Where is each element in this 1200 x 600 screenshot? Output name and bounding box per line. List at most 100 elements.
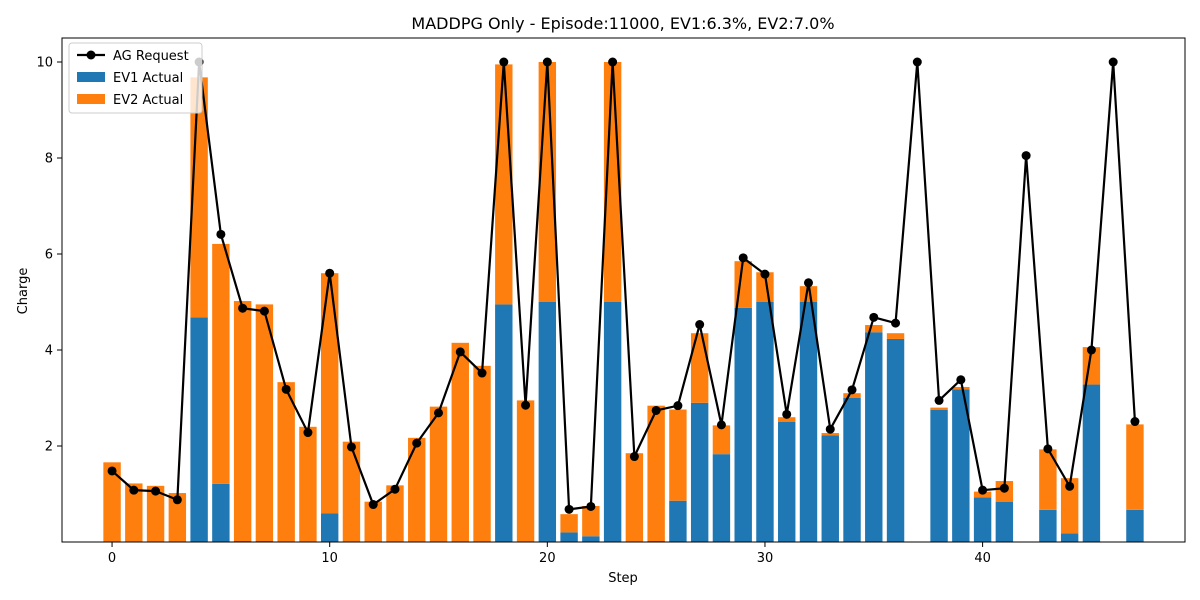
ag-request-point: [999, 483, 1009, 493]
ag-request-point: [825, 424, 835, 434]
bar-ev2: [930, 407, 948, 410]
bar-ev2: [886, 333, 905, 339]
ag-request-point: [847, 385, 857, 395]
ag-request-point: [129, 485, 139, 495]
ag-request-point: [782, 409, 792, 419]
bar-ev1: [190, 317, 208, 542]
x-tick-label: 10: [321, 551, 338, 566]
ag-request-point: [542, 57, 552, 67]
legend-label: AG Request: [113, 49, 189, 64]
bar-ev2: [625, 453, 644, 542]
legend-label: EV1 Actual: [113, 71, 183, 86]
ag-request-point: [172, 495, 182, 505]
ag-request-point: [891, 318, 901, 328]
ag-request-point: [912, 57, 922, 67]
ag-request-point: [695, 320, 705, 330]
ag-request-point: [1130, 417, 1140, 427]
ag-request-point: [978, 485, 988, 495]
ag-request-point: [586, 501, 596, 511]
axes-frame: [61, 37, 1186, 543]
bar-ev2: [756, 272, 774, 302]
bar-ev2: [320, 273, 339, 514]
plot-area: 0 10 20 30 40 2 4 6 8 10: [36, 37, 1186, 566]
ag-request-point: [608, 57, 618, 67]
bar-ev1: [1039, 509, 1057, 542]
bar-ev2: [799, 286, 818, 302]
bar-ev1: [320, 513, 339, 542]
bar-ev1: [582, 536, 600, 542]
bar-ev2: [712, 425, 731, 455]
bar-ev1: [1060, 533, 1079, 542]
bar-ev2: [103, 462, 121, 542]
ag-request-point: [412, 438, 422, 448]
bar-ev2: [1039, 449, 1057, 510]
bar-ev2: [146, 485, 165, 542]
bar-ev1: [212, 483, 230, 542]
ag-request-point: [281, 384, 291, 394]
bar-ev2: [408, 437, 426, 542]
bar-ev1: [952, 389, 970, 542]
legend-label: EV2 Actual: [113, 93, 183, 108]
chart-title: MADDPG Only - Episode:11000, EV1:6.3%, E…: [411, 14, 834, 33]
ag-request-point: [1043, 444, 1053, 454]
bar-ev2: [233, 301, 252, 542]
bar-ev1: [495, 304, 513, 542]
ag-request-point: [934, 395, 944, 405]
bar-ev2: [386, 485, 404, 542]
ag-request-point: [368, 500, 378, 510]
ag-request-point: [716, 420, 726, 430]
bar-ev2: [299, 426, 317, 542]
legend: AG Request EV1 Actual EV2 Actual: [68, 42, 203, 114]
bar-ev1: [1126, 509, 1144, 542]
bar-ev2: [582, 506, 600, 537]
bar-ev1: [973, 497, 992, 542]
bar-ev1: [734, 307, 752, 542]
ag-request-point: [803, 278, 813, 288]
bar-ev1: [778, 422, 796, 542]
y-tick-label: 8: [45, 152, 53, 167]
bar-ev2: [473, 365, 491, 542]
y-tick-label: 6: [45, 248, 53, 263]
ag-request-point: [216, 229, 226, 239]
x-axis-label: Step: [608, 571, 638, 586]
ag-request-point: [738, 253, 748, 263]
ag-request-point: [651, 405, 661, 415]
bar-ev2: [125, 483, 143, 542]
bar-ev2: [277, 382, 295, 542]
x-tick-label: 30: [757, 551, 774, 566]
ag-request-point: [259, 306, 269, 316]
bar-ev2: [778, 417, 796, 422]
ag-request-point: [238, 303, 248, 313]
ag-request-line: [111, 60, 1137, 511]
ag-request-point: [325, 268, 335, 278]
bar-ev1: [690, 402, 709, 542]
bar-ev2: [843, 393, 861, 398]
ag-request-point: [107, 466, 117, 476]
ag-request-point: [1021, 151, 1031, 161]
ag-request-point: [760, 269, 770, 279]
bar-ev1: [712, 454, 731, 542]
ag-request-point: [673, 401, 683, 411]
bar-ev2: [516, 400, 535, 542]
ag-request-point: [1086, 345, 1096, 355]
bar-ev1: [886, 338, 905, 542]
y-tick-label: 2: [45, 440, 53, 455]
ag-request-point: [564, 504, 574, 514]
ag-request-point: [477, 368, 487, 378]
bar-ev2: [451, 342, 469, 542]
y-axis-label: Charge: [16, 268, 31, 315]
bar-ev2: [669, 409, 687, 501]
ag-request-point: [869, 312, 879, 322]
bar-ev2: [255, 304, 274, 542]
bar-ev2: [168, 493, 187, 542]
bar-ev1: [1082, 384, 1101, 542]
ag-request-point: [390, 484, 400, 494]
x-tick-label: 40: [974, 551, 991, 566]
ag-request-point: [1108, 57, 1118, 67]
bar-ev2: [364, 501, 382, 542]
bar-ev1: [799, 302, 818, 542]
bar-ev2: [1060, 478, 1079, 534]
bar-ev1: [821, 435, 839, 542]
bar-ev2: [690, 333, 709, 403]
